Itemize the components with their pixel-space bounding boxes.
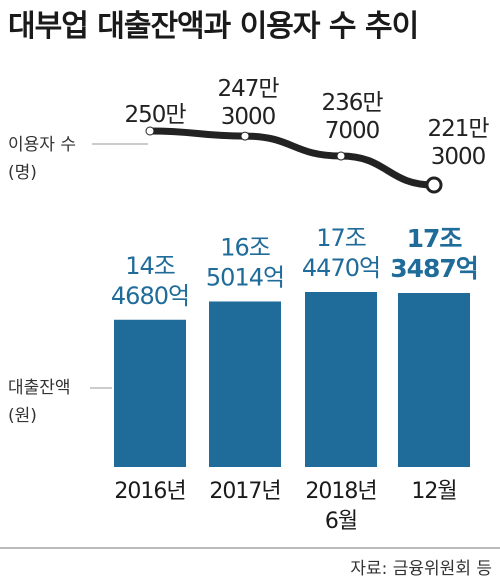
bar-axis-label: 대출잔액 (원) xyxy=(8,378,112,426)
category-labels: 2016년 2017년 2018년 6월 12월 xyxy=(114,479,457,534)
bar xyxy=(398,292,470,467)
source-note: 자료: 금융위원회 등 xyxy=(350,559,492,579)
bar-axis-label-text: 대출잔액 (원) xyxy=(8,378,71,426)
line-point xyxy=(425,176,443,194)
line-point xyxy=(145,126,155,136)
bar-data-label: 16조 5014억 xyxy=(206,233,284,291)
bar-data-label: 14조 4680억 xyxy=(111,252,189,310)
line-data-label: 221만 3000 xyxy=(427,116,489,170)
chart-title: 대부업 대출잔액과 이용자 수 추이 xyxy=(8,9,418,44)
line-data-label: 236만 7000 xyxy=(321,90,383,144)
line-point xyxy=(336,151,346,161)
line-data-label: 247만 3000 xyxy=(217,76,279,130)
line-path xyxy=(146,127,438,189)
line-data-label: 250만 xyxy=(124,102,186,128)
bar-data-label: 17조 3487억 xyxy=(390,224,478,283)
line-axis-label: 이용자 수 (명) xyxy=(8,135,148,183)
category-label: 2018년 6월 xyxy=(305,479,376,534)
bar xyxy=(305,292,377,467)
category-label: 2017년 xyxy=(209,479,280,504)
bar-data-label: 17조 4470억 xyxy=(302,224,380,282)
line-point xyxy=(240,131,250,141)
category-label: 12월 xyxy=(411,479,456,504)
category-label: 2016년 xyxy=(114,479,185,504)
line-axis-label-text: 이용자 수 (명) xyxy=(8,135,76,183)
bar xyxy=(114,319,186,467)
line-series: 250만 247만 3000 236만 7000 221만 3000 xyxy=(124,76,490,194)
bar xyxy=(209,301,281,467)
